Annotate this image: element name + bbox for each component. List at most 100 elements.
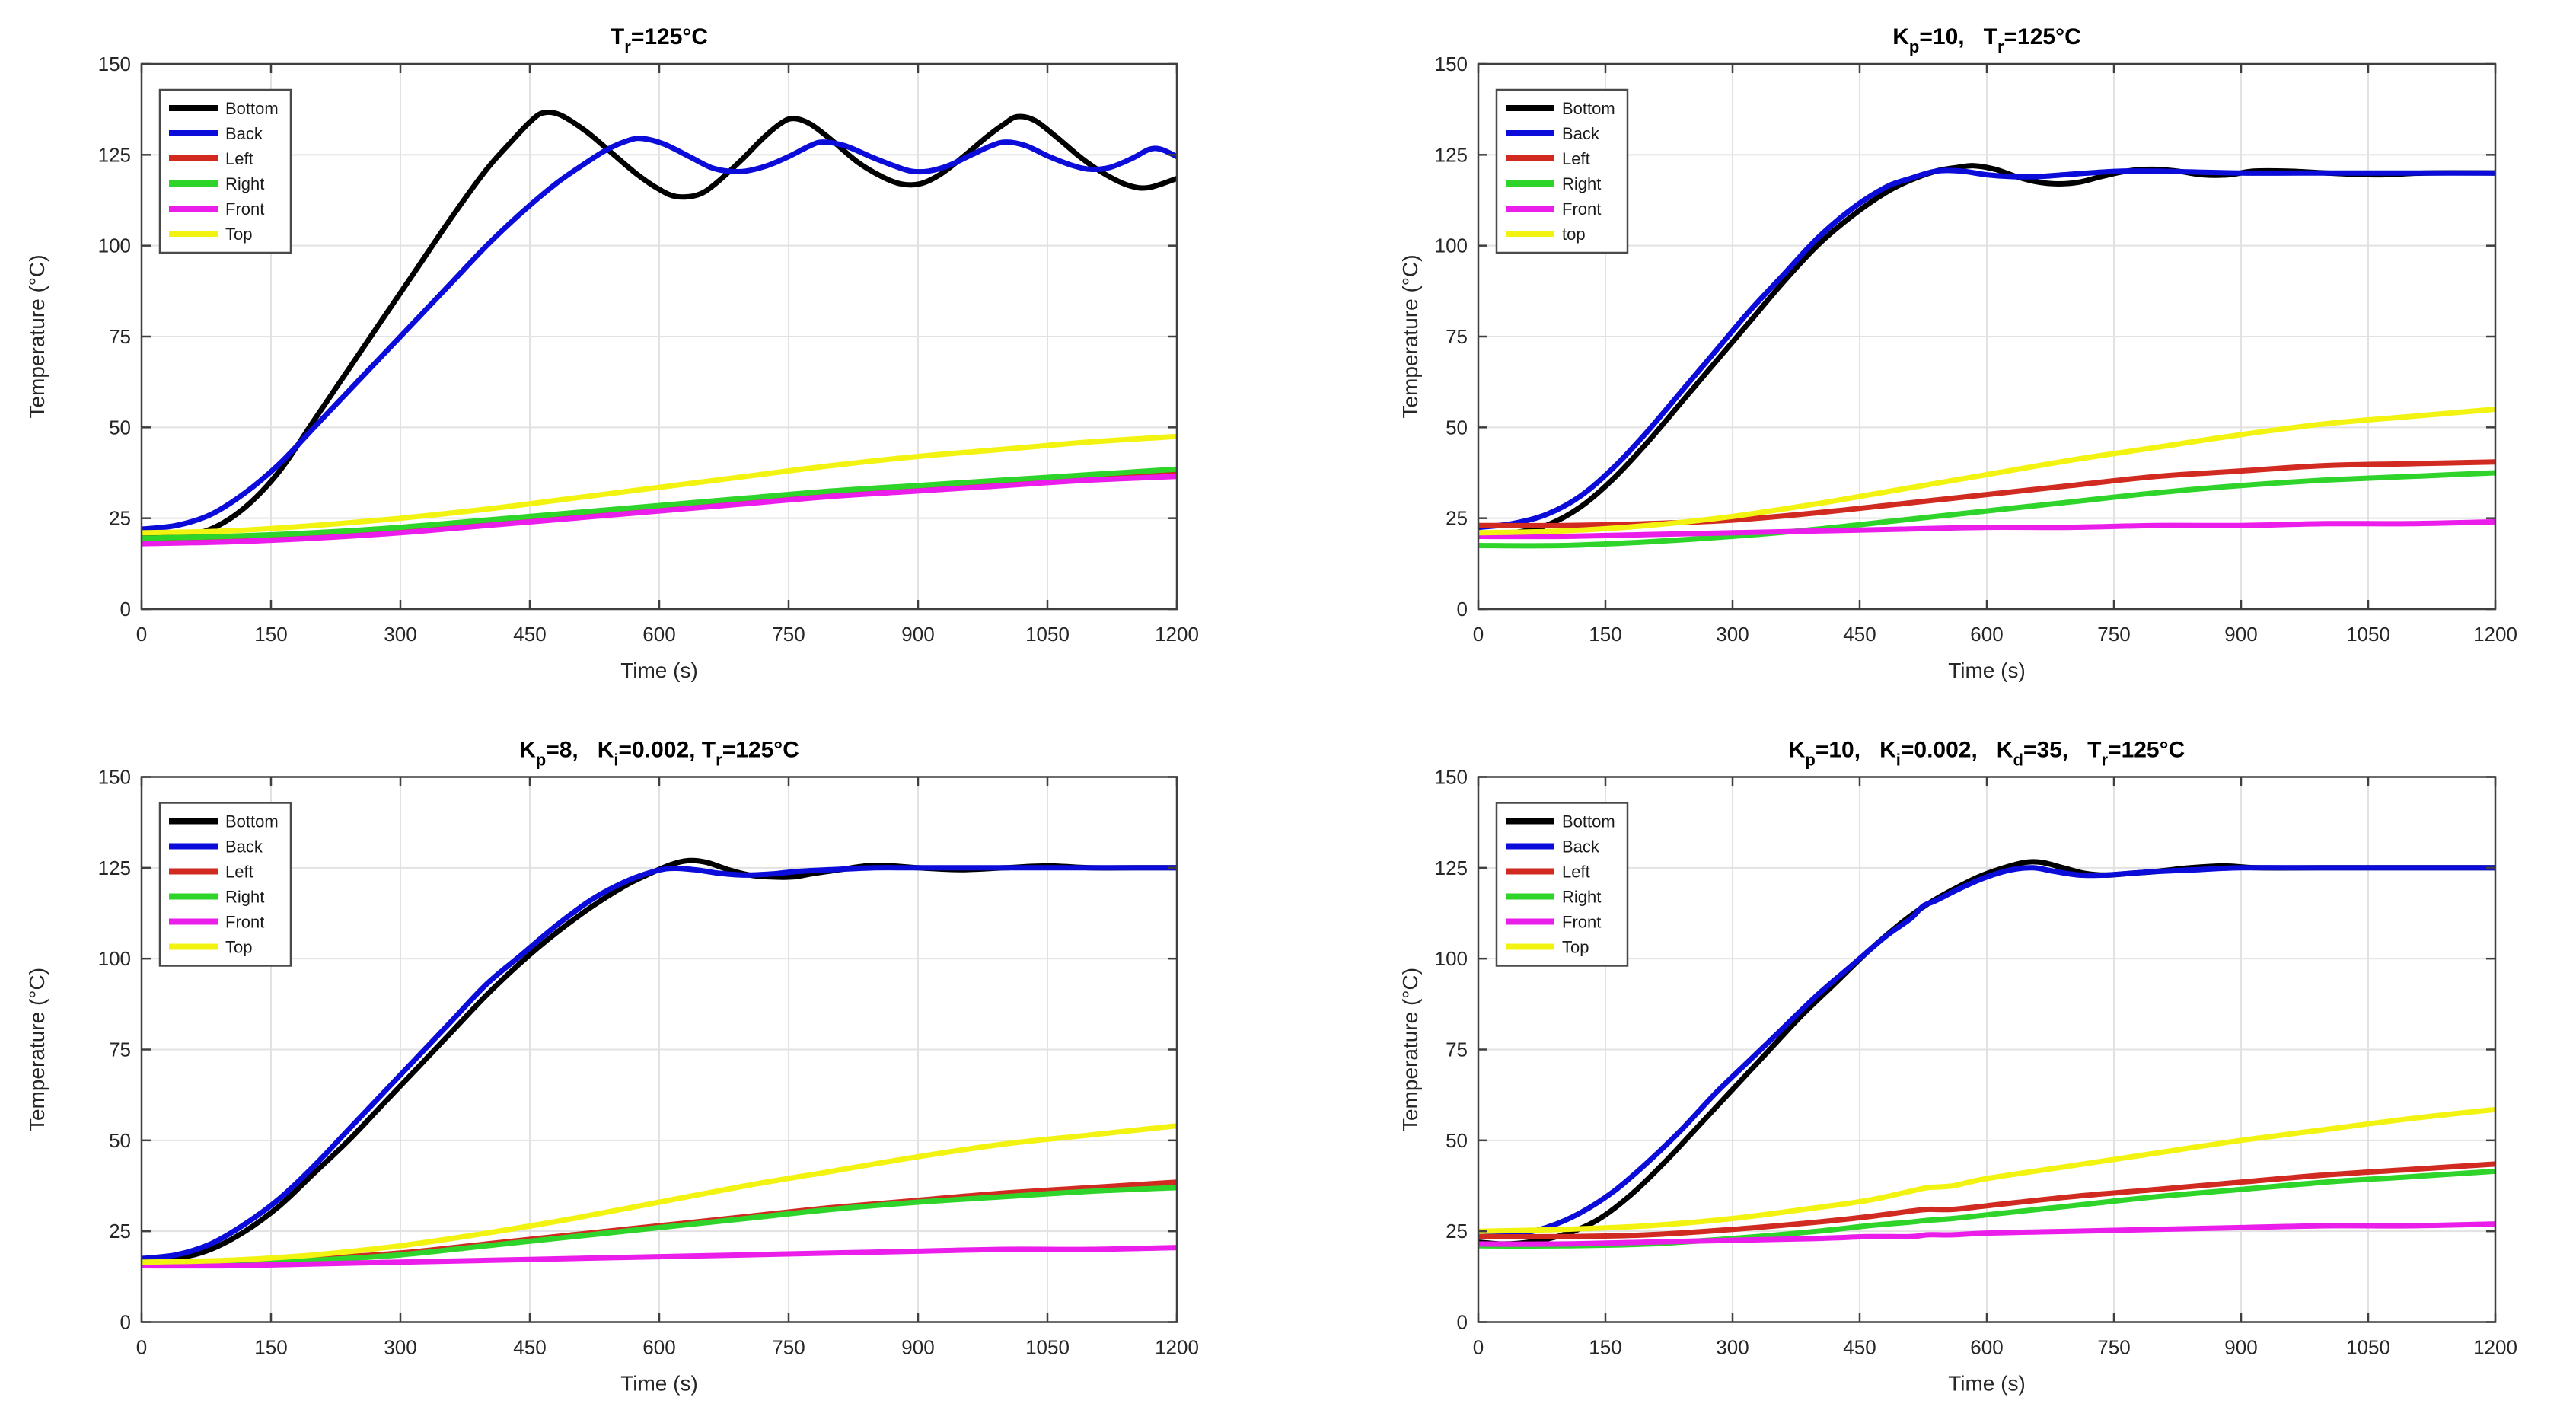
x-tick-label: 900 bbox=[2224, 1336, 2257, 1359]
legend-label-left: Left bbox=[1562, 149, 1590, 168]
x-tick-label: 600 bbox=[1970, 623, 2003, 646]
y-tick-label: 100 bbox=[98, 947, 131, 970]
y-tick-label: 75 bbox=[109, 325, 131, 348]
y-tick-label: 100 bbox=[1435, 234, 1468, 257]
x-tick-label: 1050 bbox=[1025, 623, 1070, 646]
curve-top bbox=[1478, 1106, 2495, 1234]
x-tick-label: 150 bbox=[1589, 623, 1621, 646]
y-tick-label: 25 bbox=[109, 507, 131, 530]
x-tick-label: 750 bbox=[772, 1336, 805, 1359]
y-tick-label: 150 bbox=[1435, 53, 1468, 75]
legend-label-bottom: Bottom bbox=[1562, 99, 1615, 118]
legend: Bottom Back Left Right Front Top bbox=[158, 802, 292, 967]
curve-back bbox=[1478, 865, 2495, 1239]
x-tick-label: 300 bbox=[384, 1336, 416, 1359]
x-tick-label: 750 bbox=[2097, 623, 2130, 646]
y-tick-label: 25 bbox=[109, 1220, 131, 1243]
y-tick-label: 150 bbox=[1435, 766, 1468, 789]
legend-label-front: Front bbox=[1562, 199, 1601, 219]
y-tick-label: 125 bbox=[1435, 857, 1468, 879]
y-tick-label: 0 bbox=[1457, 1311, 1468, 1334]
x-tick-label: 300 bbox=[1716, 623, 1749, 646]
subplot-title: Kp=10, Ki=0.002, Kd=35, Tr=125°C bbox=[1789, 738, 2185, 770]
x-axis-label: Time (s) bbox=[1948, 1372, 2026, 1396]
y-tick-label: 0 bbox=[120, 598, 131, 620]
legend-label-front: Front bbox=[225, 199, 264, 219]
y-tick-label: 25 bbox=[1446, 507, 1468, 530]
subplot-top-right: 0 150 300 450 600 750 900 1050 1200 0 25 50 75 100 125… bbox=[1288, 0, 2576, 713]
x-tick-label: 0 bbox=[1473, 623, 1484, 646]
x-tick-label: 900 bbox=[2224, 623, 2257, 646]
curve-top bbox=[142, 1123, 1177, 1265]
y-axis-label: Temperature (°C) bbox=[25, 968, 49, 1131]
x-tick-label: 450 bbox=[1843, 1336, 1876, 1359]
curve-back bbox=[142, 136, 1177, 532]
x-tick-label: 600 bbox=[642, 623, 675, 646]
legend-label-right: Right bbox=[225, 174, 264, 193]
curve-right bbox=[1478, 470, 2495, 549]
x-tick-label: 1050 bbox=[2346, 1336, 2390, 1359]
y-axis-label: Temperature (°C) bbox=[1398, 254, 1422, 418]
legend-label-front: Front bbox=[225, 913, 264, 932]
y-tick-label: 100 bbox=[1435, 947, 1468, 970]
legend-label-top: Top bbox=[225, 938, 252, 957]
x-tick-label: 0 bbox=[1473, 1336, 1484, 1359]
legend-label-front: Front bbox=[1562, 913, 1601, 932]
y-tick-label: 125 bbox=[98, 857, 131, 879]
x-tick-label: 0 bbox=[136, 1336, 147, 1359]
legend-label-right: Right bbox=[225, 888, 264, 907]
legend-label-left: Left bbox=[1562, 863, 1590, 882]
x-tick-label: 150 bbox=[254, 623, 287, 646]
y-tick-label: 50 bbox=[109, 416, 131, 439]
x-axis-label: Time (s) bbox=[1948, 659, 2026, 682]
legend-label-bottom: Bottom bbox=[1562, 812, 1615, 831]
chart-canvas-top-right: 0 150 300 450 600 750 900 1050 1200 0 25 50 75 100 125… bbox=[1398, 24, 2517, 682]
y-axis-label: Temperature (°C) bbox=[25, 254, 49, 418]
curve-top bbox=[142, 433, 1177, 536]
subplot-title: Tr=125°C bbox=[611, 24, 708, 56]
curve-right bbox=[142, 466, 1177, 541]
legend-label-left: Left bbox=[225, 149, 253, 168]
x-tick-label: 450 bbox=[513, 1336, 546, 1359]
curves-group bbox=[142, 109, 1177, 547]
x-tick-label: 1200 bbox=[2473, 623, 2517, 646]
subplot-title: Kp=10, Tr=125°C bbox=[1892, 24, 2081, 56]
y-tick-label: 25 bbox=[1446, 1220, 1468, 1243]
legend-box bbox=[1495, 88, 1629, 254]
legend: Bottom Back Left Right Front top bbox=[1495, 88, 1629, 254]
y-tick-label: 0 bbox=[120, 1311, 131, 1334]
x-tick-label: 600 bbox=[1970, 1336, 2003, 1359]
curve-front bbox=[142, 1245, 1177, 1269]
y-tick-label: 150 bbox=[98, 53, 131, 75]
legend-box bbox=[1495, 802, 1629, 967]
curves-group bbox=[1478, 163, 2495, 549]
x-tick-label: 150 bbox=[254, 1336, 287, 1359]
x-tick-label: 750 bbox=[2097, 1336, 2130, 1359]
x-axis-label: Time (s) bbox=[620, 1372, 698, 1396]
curves-group bbox=[142, 857, 1177, 1269]
y-tick-label: 50 bbox=[1446, 1129, 1468, 1152]
x-tick-label: 750 bbox=[772, 623, 805, 646]
y-tick-label: 150 bbox=[98, 766, 131, 789]
legend-label-right: Right bbox=[1562, 174, 1601, 193]
x-axis-label: Time (s) bbox=[620, 659, 698, 682]
x-tick-label: 0 bbox=[136, 623, 147, 646]
y-tick-label: 125 bbox=[98, 143, 131, 166]
legend-label-bottom: Bottom bbox=[225, 99, 279, 118]
y-tick-label: 75 bbox=[1446, 325, 1468, 348]
x-tick-label: 150 bbox=[1589, 1336, 1621, 1359]
chart-canvas-bottom-right: 0 150 300 450 600 750 900 1050 1200 0 25 50 75 100 125… bbox=[1398, 738, 2517, 1396]
legend-label-back: Back bbox=[1562, 837, 1600, 857]
subplot-bottom-left: 0 150 300 450 600 750 900 1050 1200 0 25 50 75 100 125… bbox=[0, 713, 1288, 1426]
subplot-title: Kp=8, Ki=0.002, Tr=125°C bbox=[519, 738, 799, 770]
legend-box bbox=[158, 802, 292, 967]
y-tick-label: 50 bbox=[1446, 416, 1468, 439]
legend: Bottom Back Left Right Front Top bbox=[1495, 802, 1629, 967]
y-tick-label: 75 bbox=[109, 1038, 131, 1061]
legend-label-back: Back bbox=[225, 837, 263, 857]
x-tick-label: 300 bbox=[1716, 1336, 1749, 1359]
curve-front bbox=[142, 474, 1177, 547]
y-tick-label: 0 bbox=[1457, 598, 1468, 620]
curve-right bbox=[142, 1185, 1177, 1267]
